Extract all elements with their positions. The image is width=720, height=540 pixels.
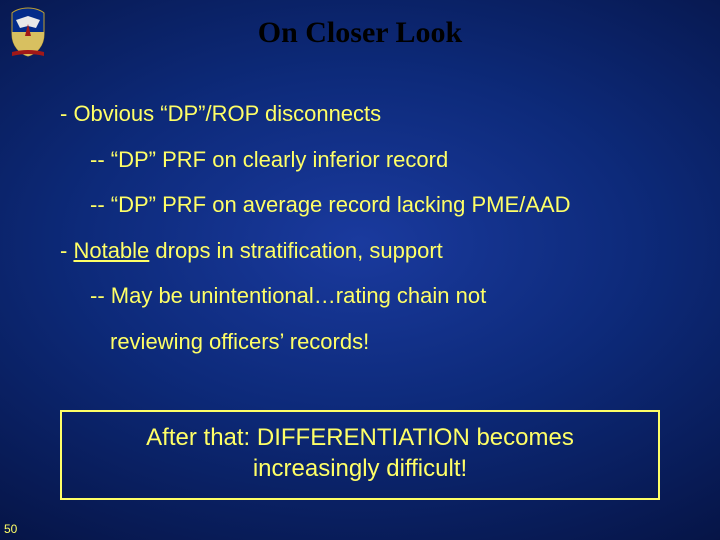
bullet-2-prefix: - <box>60 238 73 263</box>
bullet-1: - Obvious “DP”/ROP disconnects <box>60 100 690 128</box>
callout-line1: After that: DIFFERENTIATION becomes <box>74 422 646 453</box>
bullet-2a-line2: reviewing officers’ records! <box>110 328 690 356</box>
callout-line2: increasingly difficult! <box>74 453 646 484</box>
bullet-2-underlined: Notable <box>73 238 149 263</box>
bullet-2: - Notable drops in stratification, suppo… <box>60 237 690 265</box>
slide-title: On Closer Look <box>0 16 720 50</box>
bullet-2-suffix: drops in stratification, support <box>149 238 442 263</box>
bullet-2a-line1: -- May be unintentional…rating chain not <box>90 282 690 310</box>
slide-body: - Obvious “DP”/ROP disconnects -- “DP” P… <box>60 100 690 373</box>
bullet-1b: -- “DP” PRF on average record lacking PM… <box>90 191 690 219</box>
callout-box: After that: DIFFERENTIATION becomes incr… <box>60 410 660 500</box>
page-number: 50 <box>4 522 17 536</box>
slide: On Closer Look - Obvious “DP”/ROP discon… <box>0 0 720 540</box>
bullet-1a: -- “DP” PRF on clearly inferior record <box>90 146 690 174</box>
